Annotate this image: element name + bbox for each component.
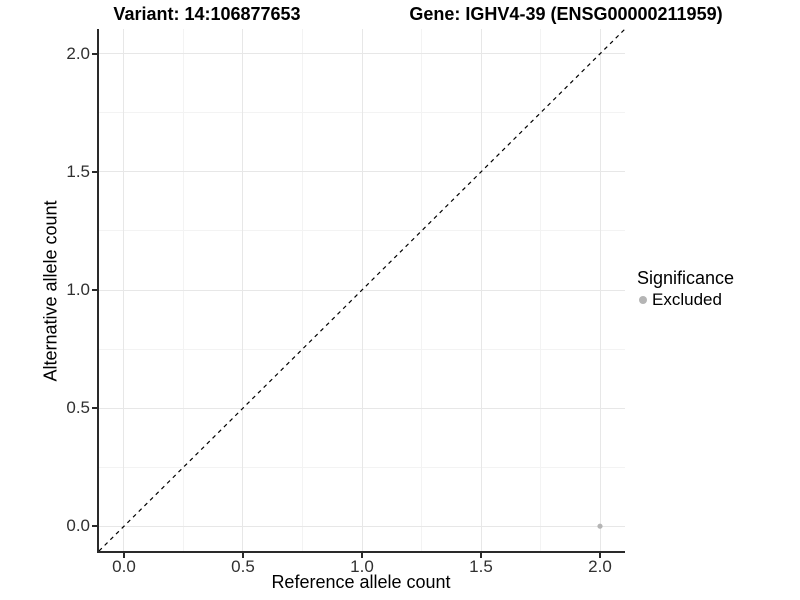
- x-tick-label: 0.5: [231, 557, 255, 576]
- gene-title: Gene: IGHV4-39 (ENSG00000211959): [409, 4, 723, 24]
- legend-items: Excluded: [637, 291, 734, 309]
- x-axis-tick: [599, 553, 601, 558]
- y-tick-label: 1.0: [66, 280, 90, 299]
- x-tick-label: 0.0: [112, 557, 136, 576]
- x-tick-label: 1.0: [350, 557, 374, 576]
- y-axis-tick: [92, 289, 97, 291]
- y-axis-tick: [92, 525, 97, 528]
- legend: Significance Excluded: [637, 268, 734, 309]
- x-tick-label: 2.0: [588, 557, 612, 576]
- gridline-major-horizontal: [99, 53, 625, 55]
- y-tick-label: 1.5: [66, 161, 90, 181]
- legend-item: Excluded: [637, 291, 734, 309]
- x-axis-title: Reference allele count: [271, 572, 451, 592]
- x-axis-tick: [480, 553, 482, 558]
- legend-point-icon: [639, 296, 647, 304]
- legend-title: Significance: [637, 268, 735, 288]
- x-axis-tick: [361, 553, 363, 558]
- x-axis-tick: [122, 553, 125, 558]
- y-axis-tick: [92, 52, 97, 55]
- gridline-major-horizontal: [99, 525, 625, 527]
- data-point-excluded: [597, 523, 603, 529]
- y-tick-label: 2.0: [66, 43, 90, 63]
- y-axis-tick: [92, 407, 97, 410]
- y-tick-label: 0.0: [66, 516, 90, 536]
- x-axis-tick: [241, 553, 244, 558]
- y-axis-tick: [92, 170, 97, 173]
- gridline-major-horizontal: [99, 407, 625, 409]
- identity-reference-line: [99, 29, 625, 551]
- plot-panel: [97, 29, 625, 553]
- y-tick-label: 0.5: [66, 398, 90, 418]
- variant-title: Variant: 14:106877653: [113, 4, 301, 24]
- x-tick-label: 1.5: [469, 557, 493, 576]
- gridline-major-horizontal: [99, 171, 625, 173]
- plot-area: [99, 29, 625, 551]
- legend-item-label: Excluded: [652, 290, 722, 309]
